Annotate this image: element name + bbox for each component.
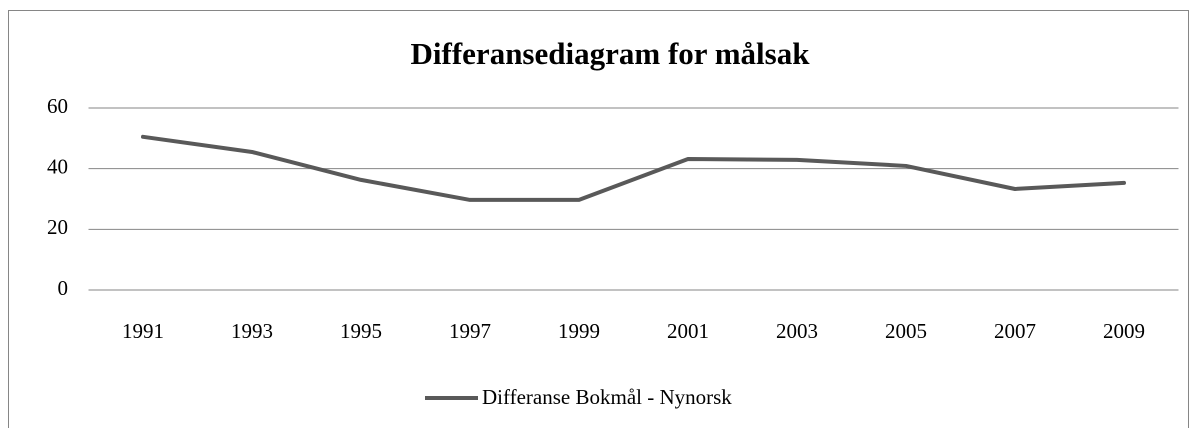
- x-tick-label: 1999: [558, 319, 600, 343]
- x-tick-label: 1995: [340, 319, 382, 343]
- x-tick-label: 2005: [885, 319, 927, 343]
- x-tick-label: 1993: [231, 319, 273, 343]
- legend-label: Differanse Bokmål - Nynorsk: [482, 385, 732, 409]
- x-tick-label: 1997: [449, 319, 491, 343]
- x-tick-label: 2007: [994, 319, 1036, 343]
- x-tick-label: 2009: [1103, 319, 1145, 343]
- chart-title: Differansediagram for målsak: [411, 36, 811, 71]
- line-series: [141, 134, 1126, 202]
- chart-frame: [8, 10, 1189, 428]
- y-tick-label: 40: [47, 154, 68, 178]
- y-tick-label: 60: [47, 94, 68, 118]
- x-tick-label: 2001: [667, 319, 709, 343]
- y-tick-label: 20: [47, 215, 68, 239]
- x-tick-label: 1991: [122, 319, 164, 343]
- y-tick-label: 0: [58, 276, 69, 300]
- x-tick-label: 2003: [776, 319, 818, 343]
